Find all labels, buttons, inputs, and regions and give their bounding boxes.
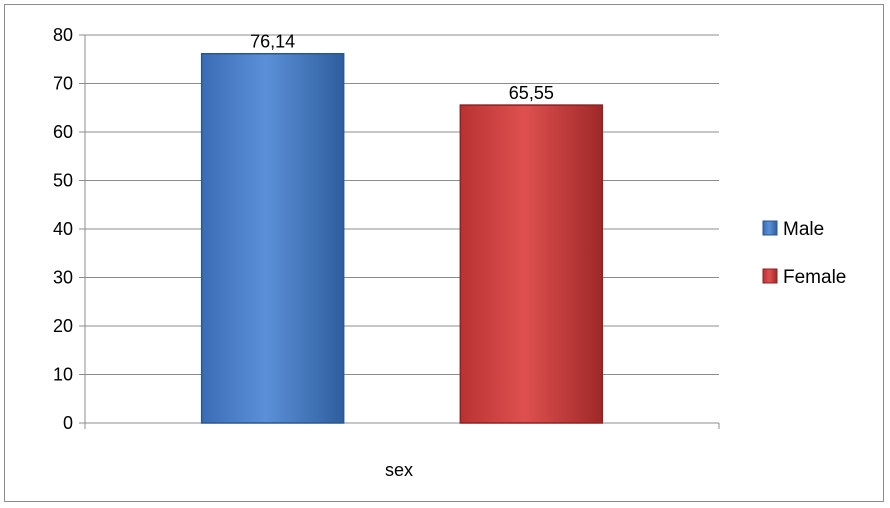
bar-female bbox=[459, 104, 604, 424]
bar-male bbox=[200, 52, 345, 424]
y-tick-label: 20 bbox=[53, 316, 73, 336]
legend: Male Female bbox=[762, 219, 846, 288]
chart-frame: 0 10 20 30 40 50 60 70 80 76,14 65,55 sex Male Fem… bbox=[4, 4, 884, 502]
gridlines bbox=[85, 34, 719, 375]
bars bbox=[200, 52, 604, 424]
legend-swatch-male bbox=[762, 220, 778, 236]
legend-swatch-female bbox=[762, 268, 778, 284]
y-tick-label: 0 bbox=[63, 413, 73, 433]
y-tick-label: 70 bbox=[53, 74, 73, 94]
data-label-female: 65,55 bbox=[509, 83, 554, 103]
y-tick-label: 60 bbox=[53, 122, 73, 142]
data-label-male: 76,14 bbox=[250, 32, 295, 52]
x-axis-label: sex bbox=[385, 460, 413, 480]
y-tick-label: 30 bbox=[53, 268, 73, 288]
y-tick-label: 10 bbox=[53, 365, 73, 385]
axes: 0 10 20 30 40 50 60 70 80 bbox=[53, 25, 720, 433]
y-tick-label: 40 bbox=[53, 219, 73, 239]
bar-chart: 0 10 20 30 40 50 60 70 80 76,14 65,55 sex Male Fem… bbox=[53, 25, 846, 480]
y-tick-label: 50 bbox=[53, 171, 73, 191]
legend-label-male: Male bbox=[783, 219, 824, 240]
y-tick-label: 80 bbox=[53, 25, 73, 45]
data-labels: 76,14 65,55 bbox=[250, 32, 554, 103]
legend-label-female: Female bbox=[783, 267, 846, 288]
